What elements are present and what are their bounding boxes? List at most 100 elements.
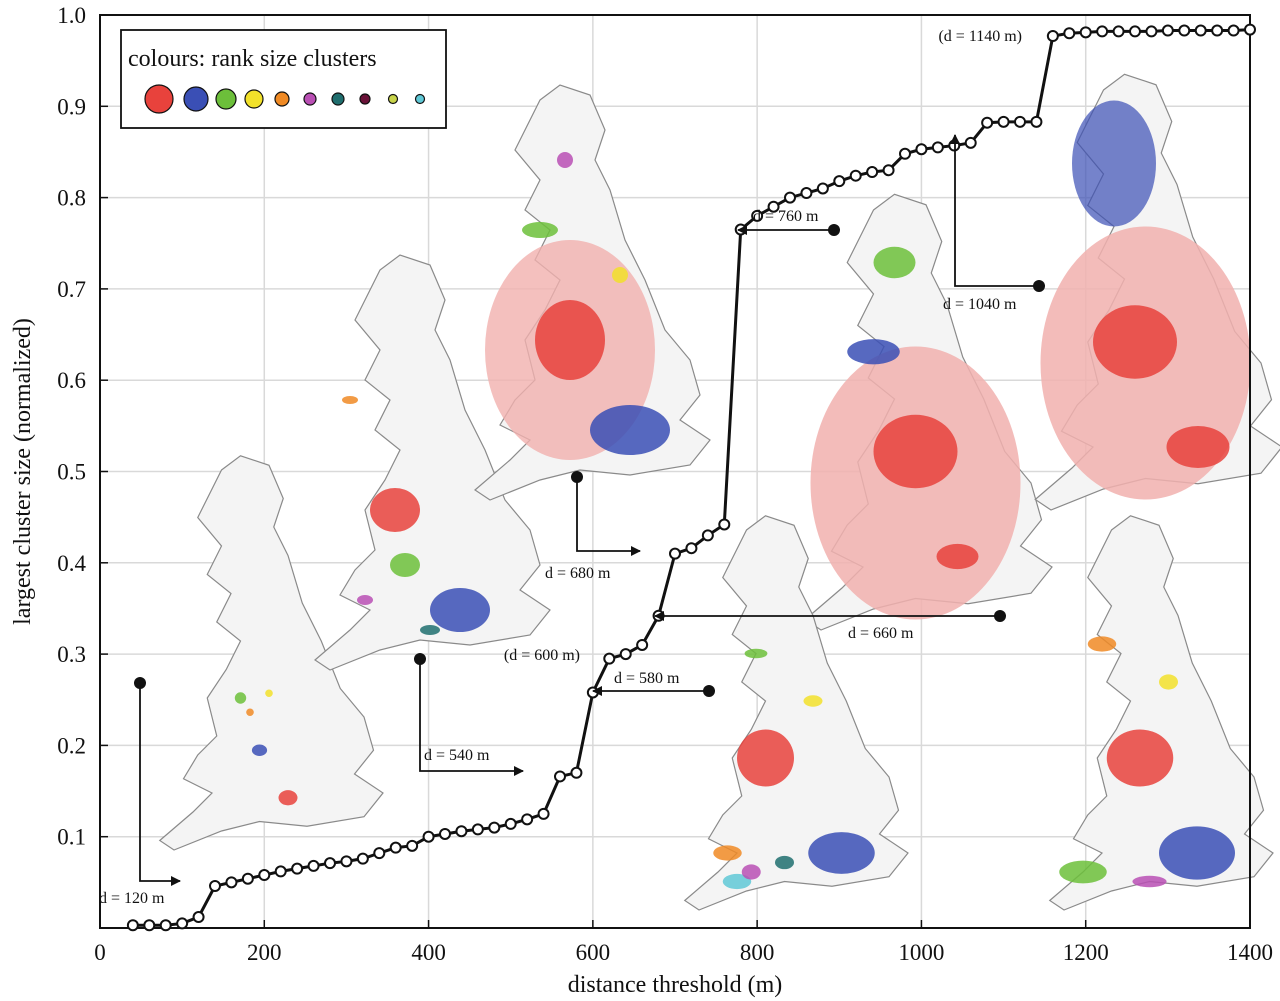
cluster-patch bbox=[390, 553, 420, 577]
data-point bbox=[701, 529, 714, 542]
cluster-patch bbox=[847, 339, 900, 365]
data-point bbox=[537, 807, 550, 820]
legend-swatch bbox=[359, 93, 371, 105]
data-point bbox=[570, 766, 583, 779]
y-tick-label: 0.6 bbox=[57, 368, 86, 393]
cluster-patch bbox=[357, 595, 373, 605]
cluster-patch bbox=[873, 246, 916, 279]
cluster-patch bbox=[1106, 729, 1174, 787]
data-point bbox=[1244, 23, 1256, 36]
cluster-patch bbox=[535, 300, 605, 380]
cluster-patch bbox=[590, 405, 670, 455]
legend-swatch bbox=[274, 91, 290, 107]
data-point bbox=[241, 872, 254, 885]
annotation-dot bbox=[571, 471, 583, 483]
legend-swatch bbox=[414, 93, 426, 105]
legend-swatch bbox=[244, 89, 264, 109]
data-point bbox=[882, 164, 895, 177]
ticks: 0 200 400 600 800 1000 1200 1400 0.1 0.2 0.3 0.4 0.5… bbox=[57, 3, 1273, 965]
cluster-patch bbox=[370, 488, 420, 532]
x-tick-label: 800 bbox=[740, 940, 775, 965]
data-point bbox=[1079, 26, 1092, 39]
data-point bbox=[1145, 25, 1158, 38]
data-point bbox=[669, 547, 681, 560]
data-point bbox=[225, 876, 238, 889]
data-point bbox=[784, 191, 796, 204]
data-point bbox=[636, 638, 649, 651]
annotation-label: d = 680 m bbox=[545, 565, 611, 582]
data-point bbox=[504, 817, 517, 830]
legend-swatch bbox=[144, 84, 174, 114]
legend-swatch bbox=[215, 88, 237, 110]
data-point bbox=[964, 136, 977, 149]
data-point bbox=[439, 827, 451, 840]
cluster-patch bbox=[722, 873, 752, 890]
data-point bbox=[981, 116, 994, 129]
data-point bbox=[422, 830, 435, 843]
annotation-label: (d = 600 m) bbox=[504, 647, 580, 664]
map-inset bbox=[1048, 515, 1274, 911]
annotations: d = 120 m d = 540 m (d = 600 m) d = 580 m d … bbox=[99, 28, 1045, 907]
data-point bbox=[1178, 24, 1191, 37]
map-outline bbox=[683, 515, 909, 911]
data-point bbox=[274, 865, 287, 878]
data-point bbox=[751, 209, 764, 222]
data-point bbox=[685, 542, 698, 555]
data-point bbox=[866, 166, 879, 179]
x-tick-label: 400 bbox=[411, 940, 446, 965]
data-point bbox=[209, 880, 221, 893]
cluster-patch bbox=[278, 790, 298, 806]
cluster-patch bbox=[612, 267, 628, 283]
annotation-dot bbox=[134, 677, 146, 689]
cluster-patch bbox=[741, 864, 761, 880]
cluster-patch bbox=[251, 744, 268, 756]
x-tick-label: 1400 bbox=[1227, 940, 1273, 965]
annotation-arrow bbox=[139, 683, 181, 886]
data-point bbox=[159, 919, 172, 932]
data-point bbox=[767, 200, 780, 213]
map-outline bbox=[1048, 515, 1274, 911]
data-point bbox=[340, 855, 353, 868]
annotation-label: (d = 1140 m) bbox=[938, 28, 1022, 45]
data-point bbox=[997, 115, 1010, 128]
cluster-patch bbox=[936, 543, 979, 570]
y-tick-label: 0.7 bbox=[57, 277, 86, 302]
data-point bbox=[126, 919, 139, 932]
cluster-patch bbox=[737, 729, 794, 787]
legend-swatch bbox=[183, 86, 209, 112]
data-point bbox=[143, 919, 156, 932]
cluster-patch bbox=[430, 588, 490, 632]
legend-box bbox=[120, 29, 447, 129]
cluster-patch bbox=[1159, 826, 1235, 880]
cluster-patch bbox=[1159, 674, 1178, 690]
y-axis-label: largest cluster size (normalized) bbox=[10, 318, 36, 625]
y-tick-label: 0.2 bbox=[57, 733, 86, 758]
cluster-patch bbox=[1059, 860, 1107, 884]
annotation-label: d = 540 m bbox=[424, 747, 490, 764]
map-inset bbox=[683, 515, 909, 911]
map-outline bbox=[314, 254, 551, 671]
data-point bbox=[1046, 29, 1059, 42]
cluster-patch bbox=[713, 845, 742, 861]
data-point bbox=[833, 175, 846, 188]
data-point bbox=[1194, 24, 1207, 37]
data-point bbox=[291, 862, 304, 875]
data-point bbox=[455, 825, 468, 838]
data-point bbox=[258, 869, 271, 882]
cluster-patch bbox=[342, 396, 358, 404]
annotation-dot bbox=[1033, 280, 1045, 292]
annotation-label: d = 760 m bbox=[753, 208, 819, 225]
data-point bbox=[356, 852, 369, 865]
data-point bbox=[718, 518, 731, 531]
data-point bbox=[849, 169, 862, 182]
data-point bbox=[1030, 115, 1043, 128]
data-point bbox=[324, 857, 336, 870]
x-tick-label: 1000 bbox=[898, 940, 944, 965]
cluster-patch bbox=[420, 625, 440, 635]
legend-swatch bbox=[387, 93, 399, 105]
annotation-dot bbox=[414, 653, 426, 665]
legend-title: colours: rank size clusters bbox=[128, 46, 377, 72]
x-tick-label: 600 bbox=[576, 940, 611, 965]
legend-swatch bbox=[303, 92, 317, 106]
